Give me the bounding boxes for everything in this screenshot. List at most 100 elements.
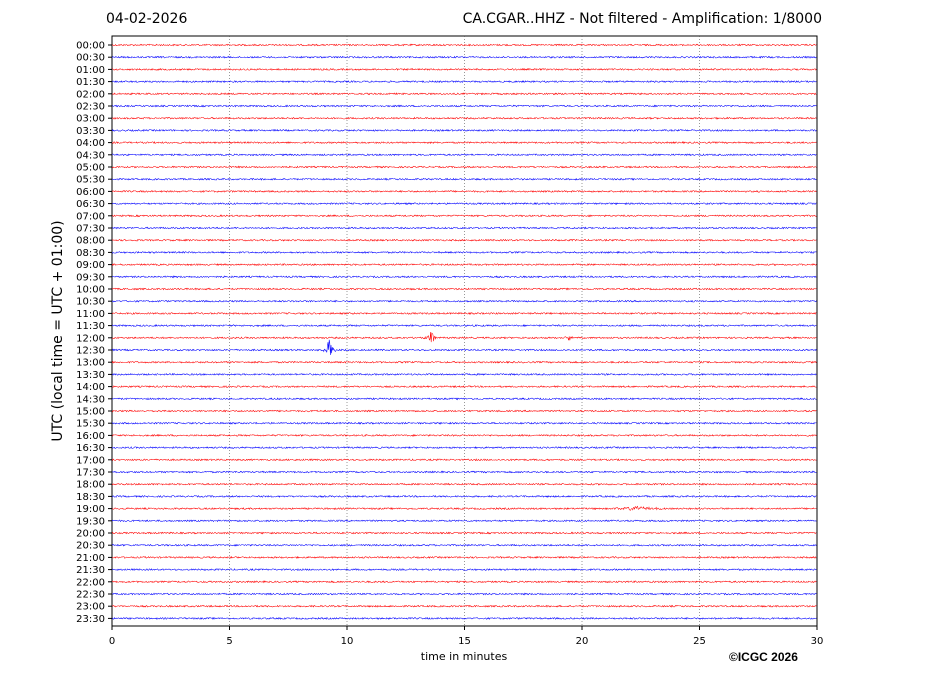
row-label: 13:30	[76, 370, 105, 381]
row-label: 03:00	[76, 114, 105, 125]
row-label: 19:00	[76, 504, 105, 515]
row-label: 19:30	[76, 516, 105, 527]
row-label: 17:00	[76, 455, 105, 466]
row-label: 05:30	[76, 175, 105, 186]
seismic-trace	[111, 332, 817, 343]
row-label: 20:30	[76, 541, 105, 552]
row-label: 09:30	[76, 272, 105, 283]
seismic-trace	[111, 494, 817, 498]
x-tick-label: 15	[458, 636, 471, 647]
seismic-trace	[111, 385, 817, 389]
seismic-trace	[111, 214, 817, 218]
row-label: 06:00	[76, 187, 105, 198]
seismic-trace	[111, 250, 817, 254]
seismic-trace	[111, 446, 817, 450]
row-label: 21:00	[76, 553, 105, 564]
seismic-trace	[111, 287, 817, 291]
seismic-trace	[111, 505, 817, 511]
seismic-trace	[111, 311, 817, 315]
row-label: 08:00	[76, 236, 105, 247]
station-title: CA.CGAR..HHZ - Not filtered - Amplificat…	[462, 11, 822, 27]
row-label: 02:30	[76, 102, 105, 113]
row-label: 08:30	[76, 248, 105, 259]
row-label: 04:30	[76, 150, 105, 161]
seismic-trace	[111, 202, 817, 206]
seismic-trace	[111, 263, 817, 267]
seismic-trace	[111, 482, 817, 486]
row-label: 23:00	[76, 602, 105, 613]
row-label: 14:30	[76, 394, 105, 405]
copyright-label: ©ICGC 2026	[729, 650, 798, 664]
row-label: 09:00	[76, 260, 105, 271]
seismic-trace	[111, 165, 817, 169]
row-label: 02:00	[76, 89, 105, 100]
seismic-trace	[111, 153, 817, 157]
seismic-trace	[111, 43, 817, 47]
seismic-trace	[111, 470, 817, 474]
seismic-trace	[111, 458, 817, 462]
row-label: 01:30	[76, 77, 105, 88]
seismic-trace	[111, 360, 817, 364]
seismic-trace	[111, 409, 817, 413]
seismic-trace	[111, 555, 817, 559]
x-tick-label: 10	[341, 636, 354, 647]
row-label: 18:00	[76, 480, 105, 491]
x-tick-label: 20	[576, 636, 589, 647]
row-label: 13:00	[76, 358, 105, 369]
x-axis-label: time in minutes	[421, 650, 508, 663]
row-label: 10:30	[76, 297, 105, 308]
row-label: 00:30	[76, 53, 105, 64]
seismic-trace	[111, 372, 817, 376]
row-label: 21:30	[76, 565, 105, 576]
seismic-trace	[111, 421, 817, 425]
seismic-trace	[111, 177, 817, 181]
seismic-trace	[111, 226, 817, 230]
row-label: 00:00	[76, 41, 105, 52]
row-label: 05:00	[76, 163, 105, 174]
row-label: 22:30	[76, 590, 105, 601]
seismic-trace	[111, 433, 817, 437]
row-label: 07:00	[76, 211, 105, 222]
seismic-trace	[111, 324, 817, 328]
seismic-trace	[111, 299, 817, 303]
row-label: 12:30	[76, 346, 105, 357]
x-ticks: 0 5 10 15 20 25 30	[109, 626, 824, 647]
seismic-trace	[111, 55, 817, 59]
row-label: 10:00	[76, 285, 105, 296]
row-label: 15:00	[76, 407, 105, 418]
row-label: 01:00	[76, 65, 105, 76]
row-label: 17:30	[76, 468, 105, 479]
seismic-trace	[111, 531, 817, 535]
seismic-trace	[111, 190, 817, 193]
x-tick-label: 30	[811, 636, 824, 647]
seismic-trace	[111, 92, 817, 96]
row-label: 03:30	[76, 126, 105, 137]
date-label: 04-02-2026	[106, 11, 188, 27]
row-label: 20:00	[76, 529, 105, 540]
row-label: 07:30	[76, 224, 105, 235]
seismic-trace	[111, 104, 817, 108]
seismic-trace	[111, 67, 817, 71]
grid	[229, 36, 700, 626]
seismic-trace	[111, 80, 817, 84]
row-label: 22:00	[76, 577, 105, 588]
seismic-trace	[111, 128, 817, 132]
seismic-trace	[111, 580, 817, 584]
traces	[111, 43, 817, 620]
seismic-trace	[111, 592, 817, 596]
seismic-trace	[111, 339, 817, 356]
seismic-trace	[111, 568, 817, 572]
x-tick-label: 5	[226, 636, 232, 647]
row-label: 16:30	[76, 443, 105, 454]
seismic-trace	[111, 238, 817, 242]
row-label: 06:30	[76, 199, 105, 210]
row-label: 11:30	[76, 321, 105, 332]
row-label: 23:30	[76, 614, 105, 625]
seismic-trace	[111, 116, 817, 120]
seismic-trace	[111, 275, 817, 279]
row-label: 12:00	[76, 333, 105, 344]
seismic-trace	[111, 616, 817, 620]
row-label: 04:00	[76, 138, 105, 149]
